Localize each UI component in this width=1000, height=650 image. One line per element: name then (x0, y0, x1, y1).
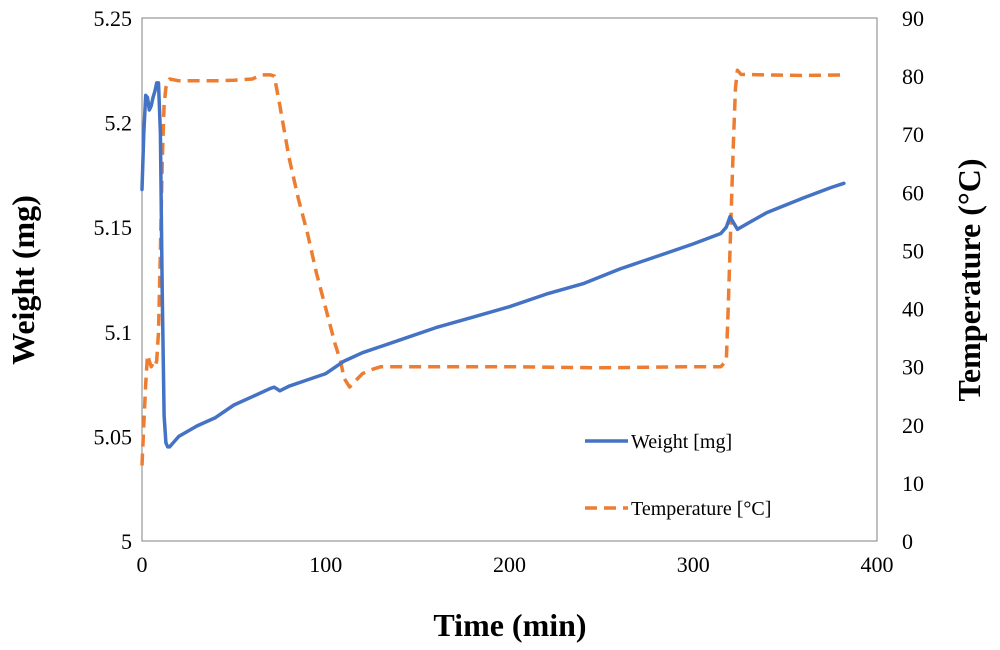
y-right-tick-label: 0 (902, 529, 913, 554)
y-left-tick-labels: 5 5.05 5.1 5.15 5.2 5.25 (94, 6, 133, 554)
y-right-tick-label: 50 (902, 238, 924, 263)
x-tick-label: 0 (137, 552, 148, 577)
y-right-tick-label: 20 (902, 413, 924, 438)
plot-border (141, 17, 878, 542)
x-tick-label: 300 (677, 552, 710, 577)
legend-label-temperature: Temperature [°C] (631, 498, 771, 520)
legend: Weight [mg] Temperature [°C] (585, 431, 771, 520)
y-right-tick-labels: 0 10 20 30 40 50 60 70 80 90 (902, 6, 924, 554)
x-axis-title: Time (min) (433, 607, 586, 643)
y-left-tick-label: 5 (121, 529, 132, 554)
x-tick-label: 400 (861, 552, 894, 577)
series-layer (140, 68, 846, 466)
x-tick-label: 200 (493, 552, 526, 577)
y-right-tick-label: 10 (902, 471, 924, 496)
y-right-tick-label: 40 (902, 297, 924, 322)
y-right-tick-label: 30 (902, 355, 924, 380)
y-left-tick-label: 5.25 (94, 6, 133, 31)
x-tick-label: 100 (309, 552, 342, 577)
y-left-tick-label: 5.05 (94, 424, 133, 449)
series-line-weight (140, 81, 846, 449)
x-tick-labels: 0 100 200 300 400 (137, 552, 894, 577)
y-left-tick-label: 5.2 (105, 111, 133, 136)
y-left-tick-label: 5.1 (105, 320, 133, 345)
series-line-temperature (140, 68, 844, 466)
y-right-tick-label: 60 (902, 180, 924, 205)
y-right-tick-label: 90 (902, 6, 924, 31)
plot-area (141, 17, 878, 542)
y-right-tick-label: 80 (902, 64, 924, 89)
y-left-axis-title: Weight (mg) (5, 195, 41, 365)
y-right-axis-title: Temperature (°C) (951, 159, 987, 402)
legend-label-weight: Weight [mg] (631, 431, 732, 453)
y-left-tick-label: 5.15 (94, 215, 133, 240)
y-right-tick-label: 70 (902, 122, 924, 147)
